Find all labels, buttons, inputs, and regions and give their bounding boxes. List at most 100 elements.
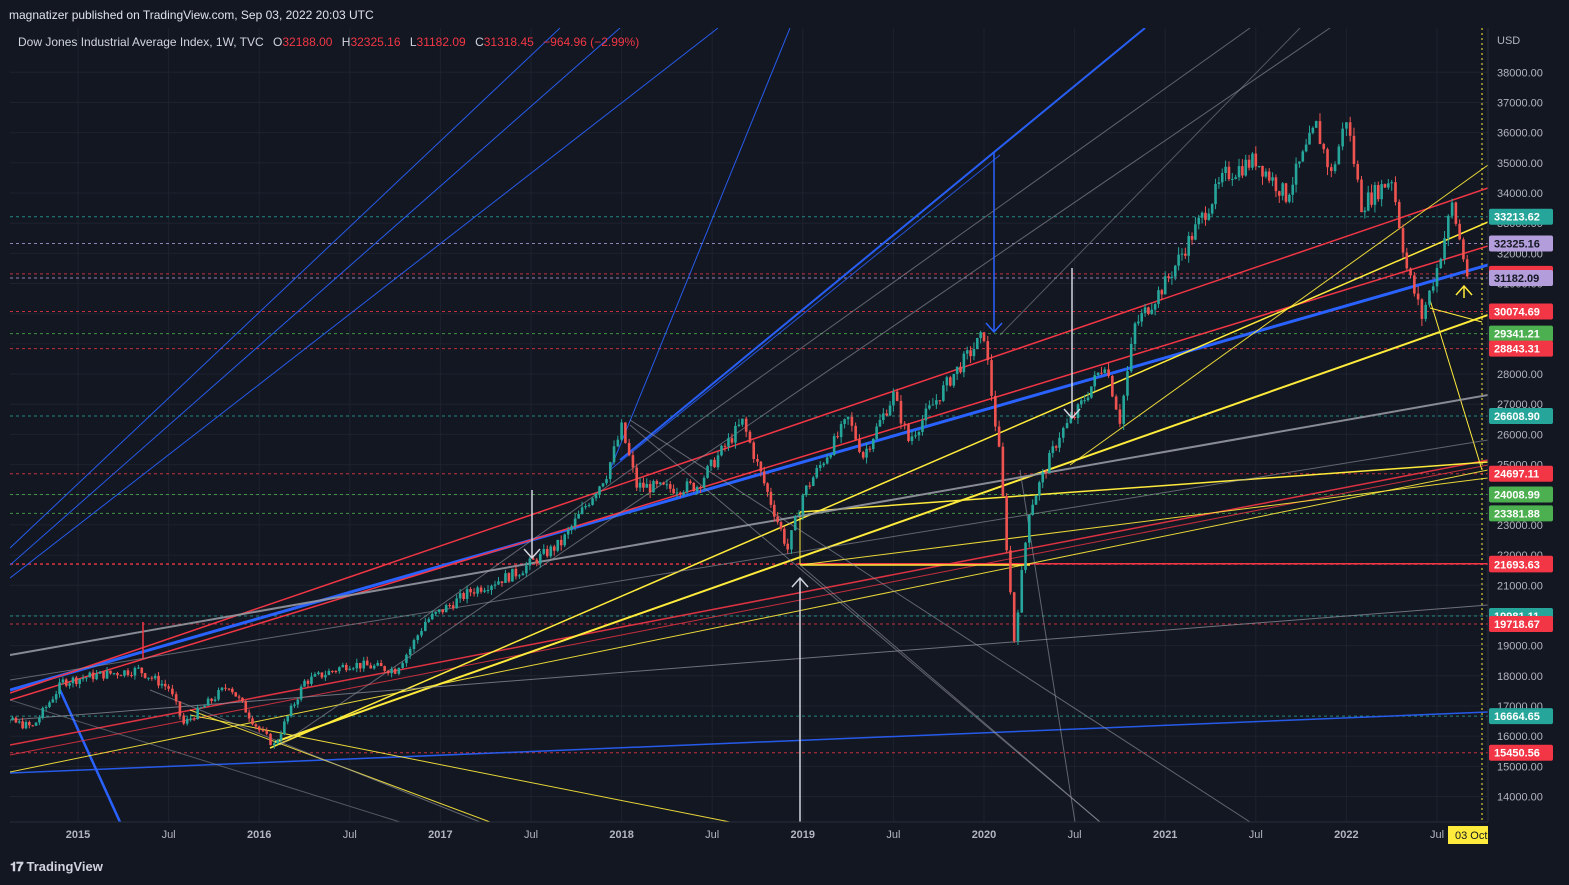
- time-axis[interactable]: 2015 Jul 2016 Jul 2017 Jul 2018 Jul 2019 Jul 2020 J…: [10, 821, 1488, 844]
- tradingview-logo[interactable]: 𝟏𝟕 TradingView: [10, 859, 103, 875]
- candle-body: [1352, 135, 1356, 164]
- candle-body: [655, 481, 659, 484]
- candle-body: [815, 467, 819, 478]
- candle-body: [362, 660, 366, 669]
- candle-body: [71, 677, 75, 684]
- candle-body: [1394, 182, 1397, 203]
- y-tick-label: 14000.00: [1497, 792, 1543, 804]
- candle-body: [1337, 146, 1341, 165]
- candle-body: [549, 546, 553, 557]
- candle-body: [875, 426, 878, 439]
- candle-body: [1111, 375, 1114, 397]
- price-axis[interactable]: 14000.0015000.0016000.0017000.0018000.00…: [1487, 28, 1553, 822]
- candle-body: [668, 484, 672, 489]
- candle-body: [959, 366, 962, 373]
- chart-frame[interactable]: 14000.00 15000.00 16000.00 17000.00 18000.00…: [0, 28, 1569, 848]
- annotation-arrows: [142, 152, 1473, 822]
- candle-body: [244, 701, 248, 713]
- candle-body: [969, 350, 972, 357]
- grey-trendline: [10, 699, 401, 822]
- candle-body: [147, 677, 150, 679]
- candle-body: [1257, 165, 1261, 167]
- candle-body: [64, 679, 68, 686]
- candle-body: [608, 462, 612, 480]
- candle-body: [1005, 496, 1008, 551]
- candle-body: [1341, 128, 1344, 147]
- candle-body: [1031, 504, 1034, 515]
- candle-body: [98, 671, 102, 674]
- candle-body: [882, 413, 885, 420]
- x-tick-label: 2018: [609, 829, 633, 841]
- candle-body: [808, 485, 812, 487]
- candle-body: [997, 426, 1001, 447]
- candle-body: [1086, 397, 1090, 401]
- candle-body: [504, 573, 507, 583]
- candle-body: [416, 635, 420, 641]
- candle-body: [949, 377, 952, 386]
- price-label-box: [1489, 340, 1553, 357]
- close-value: 31318.45: [483, 35, 534, 49]
- candle-body: [241, 697, 244, 702]
- candle-body: [525, 565, 528, 574]
- red-channel-line: [10, 245, 1488, 701]
- candle-body: [935, 400, 938, 405]
- candle-body: [306, 680, 310, 684]
- candle-body: [1363, 210, 1367, 213]
- candle-body: [854, 425, 857, 440]
- price-label: 32325.16: [1494, 239, 1540, 251]
- candle-body: [702, 477, 706, 488]
- candle-body: [921, 420, 924, 432]
- candle-body: [34, 722, 38, 726]
- candle-body: [327, 670, 331, 675]
- price-label-box: [1489, 708, 1553, 725]
- price-label: 29341.21: [1494, 329, 1540, 341]
- candle-body: [1103, 369, 1107, 373]
- candle-body: [1376, 185, 1380, 200]
- candle-body: [376, 662, 379, 666]
- candle-body: [1416, 293, 1420, 300]
- candle-body: [1435, 268, 1439, 287]
- candle-body: [167, 686, 170, 689]
- candle-body: [351, 668, 355, 670]
- candle-body: [642, 482, 645, 488]
- candle-body: [430, 613, 434, 620]
- x-tick-label: 2022: [1334, 829, 1358, 841]
- candle-body: [1366, 192, 1370, 211]
- candle-body: [1, 723, 4, 724]
- price-label-box: [1489, 556, 1553, 573]
- candle-body: [338, 667, 341, 672]
- candle-body: [472, 592, 476, 594]
- candle-body: [638, 482, 642, 488]
- candle-body: [790, 530, 793, 550]
- candle-body: [1143, 307, 1147, 314]
- candle-body: [133, 667, 137, 676]
- candle-body: [469, 589, 472, 593]
- candle-body: [1058, 437, 1061, 448]
- price-label-box: [1489, 270, 1553, 287]
- candle-body: [587, 504, 591, 507]
- candle-body: [1231, 178, 1234, 180]
- yellow-trendline: [189, 714, 731, 822]
- y-tick-label: 28000.00: [1497, 369, 1543, 381]
- candle-body: [299, 686, 303, 700]
- candle-body: [1093, 375, 1097, 387]
- candle-body: [451, 605, 455, 609]
- up-arrow-2022-09-head: [1455, 284, 1473, 296]
- candle-body: [528, 558, 532, 566]
- candle-body: [310, 676, 313, 684]
- candle-body: [1173, 265, 1177, 277]
- candle-body: [10, 719, 11, 724]
- candle-body: [1051, 446, 1055, 453]
- candle-body: [1180, 253, 1184, 255]
- price-chart[interactable]: 14000.0015000.0016000.0017000.0018000.00…: [0, 28, 1569, 848]
- candle-body: [865, 448, 868, 458]
- candle-body: [591, 498, 594, 505]
- candle-body: [769, 491, 773, 505]
- candle-body: [1065, 423, 1069, 429]
- candle-body: [888, 405, 892, 416]
- candle-body: [397, 668, 401, 674]
- candle-body: [766, 483, 769, 492]
- candle-body: [345, 664, 348, 671]
- candle-body: [868, 448, 872, 450]
- candle-body: [779, 522, 783, 529]
